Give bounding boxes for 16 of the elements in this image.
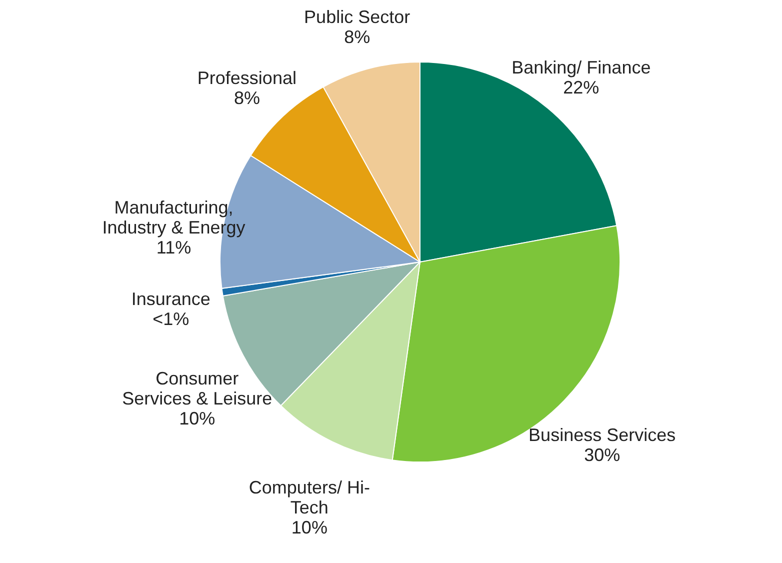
- data-label: 10%: [291, 517, 328, 538]
- data-label: 30%: [584, 445, 620, 466]
- data-label: <1%: [152, 309, 190, 330]
- data-label: 10%: [179, 408, 216, 429]
- data-label: 22%: [563, 77, 600, 98]
- data-label: 8%: [234, 88, 260, 108]
- slice-label: Insurance: [131, 289, 210, 310]
- slice-label: Manufacturing, Industry & Energy: [102, 197, 246, 238]
- slice-label: Computers/ Hi- Tech: [248, 477, 370, 518]
- slice-label: Banking/ Finance: [512, 57, 651, 78]
- slice-label: Consumer Services & Leisure: [122, 368, 272, 409]
- data-label: 11%: [156, 237, 192, 258]
- slice-label: Professional: [197, 68, 296, 88]
- slice-label: Public Sector: [304, 6, 410, 27]
- slice-label: Business Services: [528, 425, 676, 446]
- data-label: 8%: [344, 26, 370, 47]
